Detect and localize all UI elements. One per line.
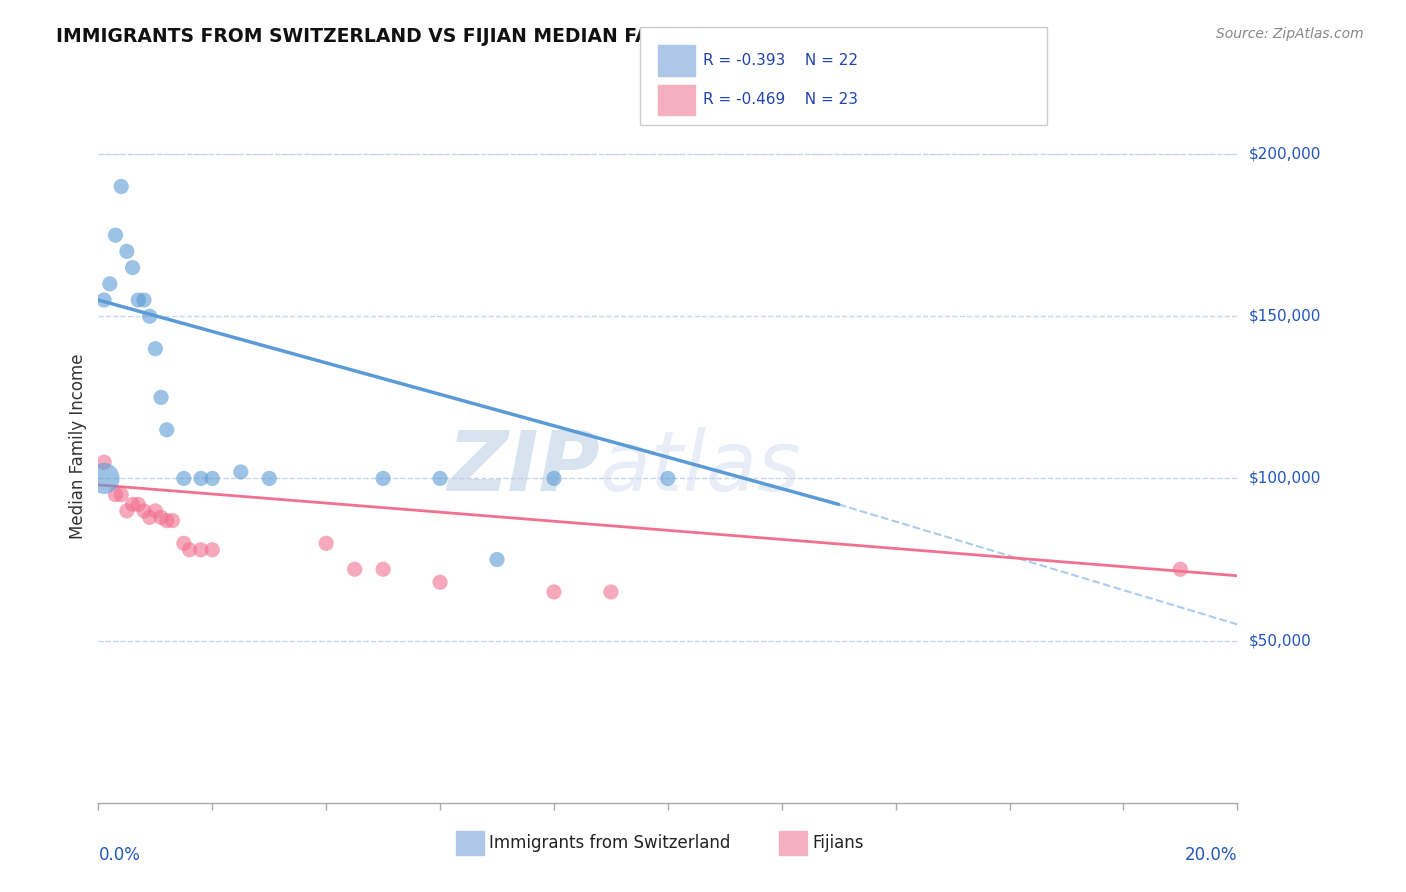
Point <box>429 471 451 485</box>
Point <box>1170 562 1192 576</box>
Point <box>132 293 155 307</box>
Text: 20.0%: 20.0% <box>1185 846 1237 863</box>
Point <box>145 504 167 518</box>
Point <box>145 342 167 356</box>
Point <box>543 471 565 485</box>
Point <box>373 562 395 576</box>
Text: $50,000: $50,000 <box>1249 633 1312 648</box>
Text: $150,000: $150,000 <box>1249 309 1320 324</box>
Point <box>150 510 173 524</box>
Point <box>127 293 149 307</box>
Text: R = -0.393    N = 22: R = -0.393 N = 22 <box>703 54 858 68</box>
Text: Immigrants from Switzerland: Immigrants from Switzerland <box>489 834 731 852</box>
Point <box>190 542 212 557</box>
Point <box>162 514 184 528</box>
Point <box>104 488 127 502</box>
Point <box>229 465 252 479</box>
Text: ZIP: ZIP <box>447 427 599 508</box>
Point <box>173 536 195 550</box>
Point <box>173 471 195 485</box>
Point <box>93 455 115 469</box>
Point <box>201 542 224 557</box>
Point <box>315 536 337 550</box>
Point <box>138 310 160 324</box>
Point <box>600 585 623 599</box>
Point <box>132 504 155 518</box>
Point <box>121 260 143 275</box>
Point <box>127 497 149 511</box>
Point <box>486 552 509 566</box>
Point <box>115 504 138 518</box>
Point <box>179 542 201 557</box>
Point <box>343 562 366 576</box>
Point <box>156 423 179 437</box>
Point <box>259 471 281 485</box>
Text: R = -0.469    N = 23: R = -0.469 N = 23 <box>703 93 858 107</box>
Point <box>190 471 212 485</box>
Text: 0.0%: 0.0% <box>98 846 141 863</box>
Text: $100,000: $100,000 <box>1249 471 1320 486</box>
Point <box>110 488 132 502</box>
Point <box>104 228 127 243</box>
Point <box>138 510 160 524</box>
Text: Fijians: Fijians <box>813 834 865 852</box>
Point <box>150 390 173 404</box>
Point <box>121 497 143 511</box>
Point <box>115 244 138 259</box>
Text: Source: ZipAtlas.com: Source: ZipAtlas.com <box>1216 27 1364 41</box>
Point <box>429 575 451 590</box>
Y-axis label: Median Family Income: Median Family Income <box>69 353 87 539</box>
Point <box>98 277 121 291</box>
Point <box>93 471 115 485</box>
Text: atlas: atlas <box>599 427 801 508</box>
Point <box>156 514 179 528</box>
Point <box>93 293 115 307</box>
Point <box>373 471 395 485</box>
Point <box>657 471 679 485</box>
Text: $200,000: $200,000 <box>1249 146 1320 161</box>
Point <box>543 585 565 599</box>
Point <box>110 179 132 194</box>
Text: IMMIGRANTS FROM SWITZERLAND VS FIJIAN MEDIAN FAMILY INCOME CORRELATION CHART: IMMIGRANTS FROM SWITZERLAND VS FIJIAN ME… <box>56 27 1019 45</box>
Point <box>201 471 224 485</box>
